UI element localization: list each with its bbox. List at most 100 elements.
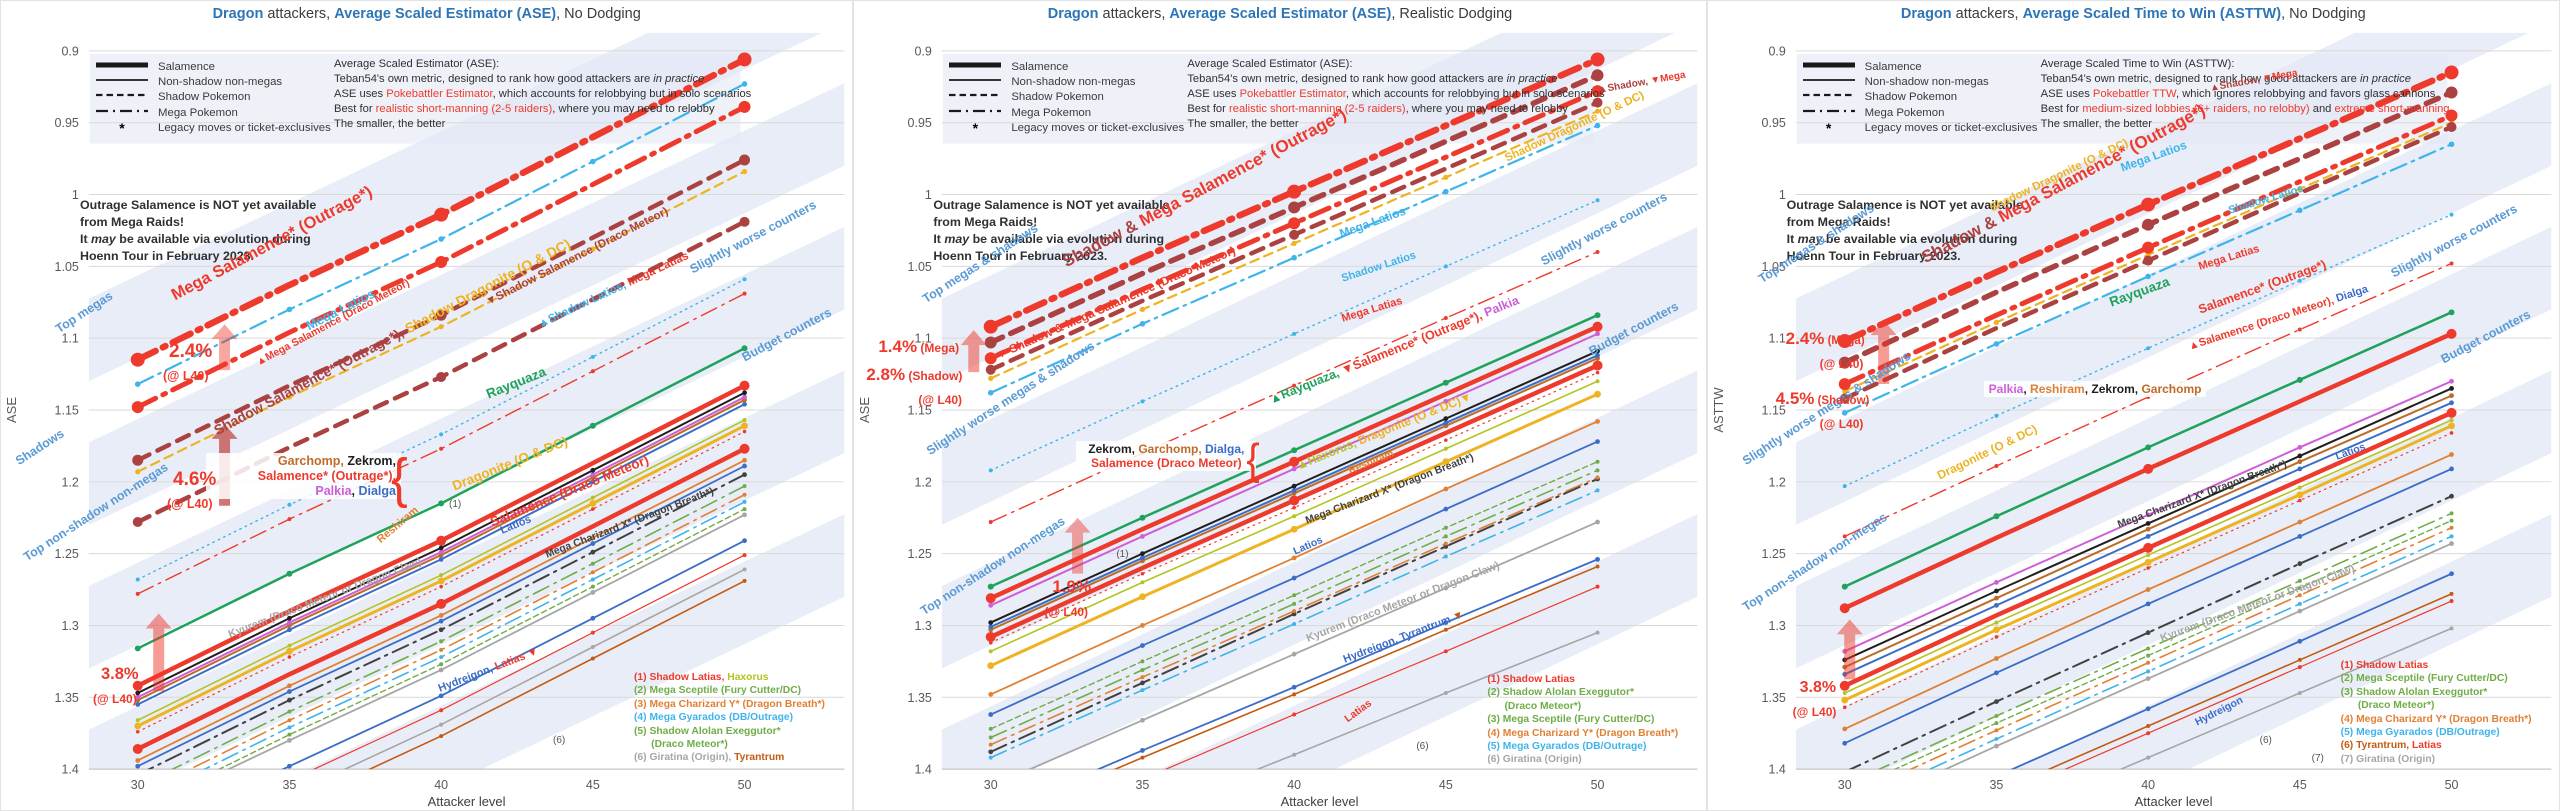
text-segment: Garchomp, — [1138, 442, 1205, 456]
series-mega-salamence-outrage — [984, 52, 1605, 334]
text-segment: (Mega) — [917, 341, 960, 355]
chart-canvas: 0.9 0.95 1 1.05 1.1 1.15 1.2 1.25 1.3 1.35 1.4 30 35… — [857, 32, 1698, 809]
pct-callout-sub: (@ L40) — [167, 497, 213, 512]
series-shadow-latias — [135, 429, 747, 734]
text-segment: may — [91, 232, 116, 247]
text-segment: 3.8% — [1799, 679, 1837, 696]
text-segment: Dragon — [1047, 6, 1099, 22]
series-mega-charizard-y-dragon-breath — [989, 475, 1600, 747]
series-shadow-salamence-draco-meteor — [986, 97, 1603, 375]
pct-callout-sub: (@ L40) — [918, 393, 962, 407]
text-segment: Palkia — [1988, 382, 2024, 396]
text-segment: Best for — [1187, 103, 1229, 115]
x-tick-label: 50 — [738, 778, 752, 792]
y-axis-title: ASTTW — [1711, 387, 1726, 433]
text-segment: NOT — [1919, 198, 1950, 212]
y-tick-label: 1.1 — [1768, 332, 1785, 346]
x-tick-label: 30 — [1837, 778, 1851, 792]
text-segment: Zekrom, — [347, 454, 396, 468]
text-segment: , which ignores relobbying and favors gl… — [2176, 88, 2436, 100]
footnote-marker: (6) — [2260, 735, 2272, 747]
y-tick-label: 1.15 — [55, 403, 79, 417]
text-segment: (6) — [553, 735, 566, 746]
text-segment: , No Dodging — [556, 6, 641, 22]
legend-item-non-shadow-non-megas: Non-shadow non-megas — [1802, 74, 2038, 89]
series-mega-salamence-draco-meteor — [985, 85, 1604, 365]
series-layer — [984, 52, 1605, 770]
brace: { — [1246, 435, 1259, 487]
pct-callout: 4.5% (Shadow) — [1776, 389, 1870, 410]
series-mega-charizard-x-dragon-breath — [147, 472, 747, 770]
chart-title: Dragon attackers, Average Scaled Estimat… — [854, 6, 1705, 22]
text-segment: (5) Shadow Alolan Exeggutor* — [634, 725, 781, 737]
text-segment: , — [351, 483, 359, 498]
series-giratina-origin — [343, 567, 747, 770]
legend-label: Shadow Pokemon — [1011, 91, 1104, 104]
x-tick-label: 35 — [282, 778, 296, 792]
arrow-up-icon — [1064, 517, 1091, 574]
legend-label: Mega Pokemon — [158, 106, 238, 119]
text-segment: Latias — [2411, 740, 2442, 752]
y-tick-label: 1.25 — [908, 547, 932, 561]
series-shadow-salamence-outrage — [1838, 86, 2458, 369]
series-haxorus — [1842, 418, 2454, 695]
legend-item-mega-pokemon: Mega Pokemon — [95, 105, 331, 120]
y-tick-label: 1.35 — [55, 691, 79, 705]
text-segment: Dialga, — [1205, 442, 1245, 456]
series-mega-sceptile-fury-cutter-dc — [989, 468, 1600, 740]
series-zekrom — [1841, 386, 2454, 663]
availability-note: Outrage Salamence is NOT yet available fr… — [933, 197, 1169, 265]
text-segment: ASE uses — [2040, 88, 2093, 100]
legend-item-legacy-moves-or-ticket-exclusives: * Legacy moves or ticket-exclusives — [948, 120, 1185, 136]
text-segment: yet available — [242, 198, 317, 212]
pct-callout: 2.4% — [169, 341, 212, 363]
text-segment: NOT — [1066, 198, 1096, 212]
text-segment: Best for — [334, 103, 376, 115]
pct-callout: 3.8% — [1800, 679, 1836, 698]
pct-callout-sub: (@ L40) — [1044, 605, 1088, 619]
text-segment: 2.8% — [866, 365, 906, 384]
series-mega-salamence-draco-meteor — [1838, 109, 2458, 391]
text-segment: It — [80, 232, 92, 247]
series-dragonite-o-dc — [134, 422, 748, 730]
brace: { — [391, 446, 408, 511]
series-tyrantrum — [1113, 564, 1600, 770]
text-segment: Pokebattler Estimator — [1239, 88, 1346, 100]
text-segment: The smaller, the better — [2040, 118, 2152, 130]
series-haxorus — [989, 379, 1600, 654]
y-axis-title: ASE — [857, 397, 872, 423]
series-zekrom — [135, 390, 747, 696]
x-tick-label: 40 — [1288, 778, 1302, 792]
legend-label: Legacy moves or ticket-exclusives — [1011, 122, 1185, 135]
x-tick-label: 45 — [586, 778, 600, 792]
series-mega-latios — [1841, 141, 2454, 416]
text-segment: Dialga — [358, 483, 396, 498]
legend-sample-salamence-icon — [1802, 58, 1856, 76]
text-segment: realistic short-manning (2-5 raiders) — [1229, 103, 1406, 115]
y-tick-label: 1.3 — [915, 619, 932, 633]
x-tick-label: 30 — [131, 778, 145, 792]
series-reshiram — [135, 457, 747, 763]
text-segment: , — [2023, 382, 2031, 396]
text-segment: , where you may need to relobby — [1405, 103, 1568, 115]
text-segment: (@ L40) — [918, 393, 963, 407]
text-segment: in practice — [653, 73, 705, 85]
series-latios — [988, 439, 1601, 717]
text-segment: yet available — [1095, 198, 1170, 212]
series-latias — [312, 553, 747, 770]
series-rayquaza — [1841, 309, 2455, 590]
pct-callout-sub: (@ L40) — [1820, 417, 1864, 431]
text-segment: { — [1246, 435, 1260, 485]
footnote-marker: (6) — [1416, 741, 1428, 753]
text-segment: (7) Giratina (Origin) — [2340, 753, 2436, 765]
series-mega-latios — [988, 122, 1601, 396]
series-mega-gyarados-db-outrage — [1927, 534, 2454, 770]
series-mega-gyarados-db-outrage — [989, 488, 1600, 760]
text-segment: from Mega Raids! — [1786, 215, 1891, 230]
text-segment: Average Scaled Estimator (ASE) — [1169, 6, 1392, 22]
text-segment: (Draco Meteor*) — [1487, 700, 1582, 712]
chart-canvas: 0.9 0.95 1 1.05 1.1 1.15 1.2 1.25 1.3 1.35 1.4 30 35… — [4, 32, 845, 809]
text-segment: , No Dodging — [2281, 6, 2366, 22]
y-tick-label: 1.25 — [55, 547, 79, 561]
